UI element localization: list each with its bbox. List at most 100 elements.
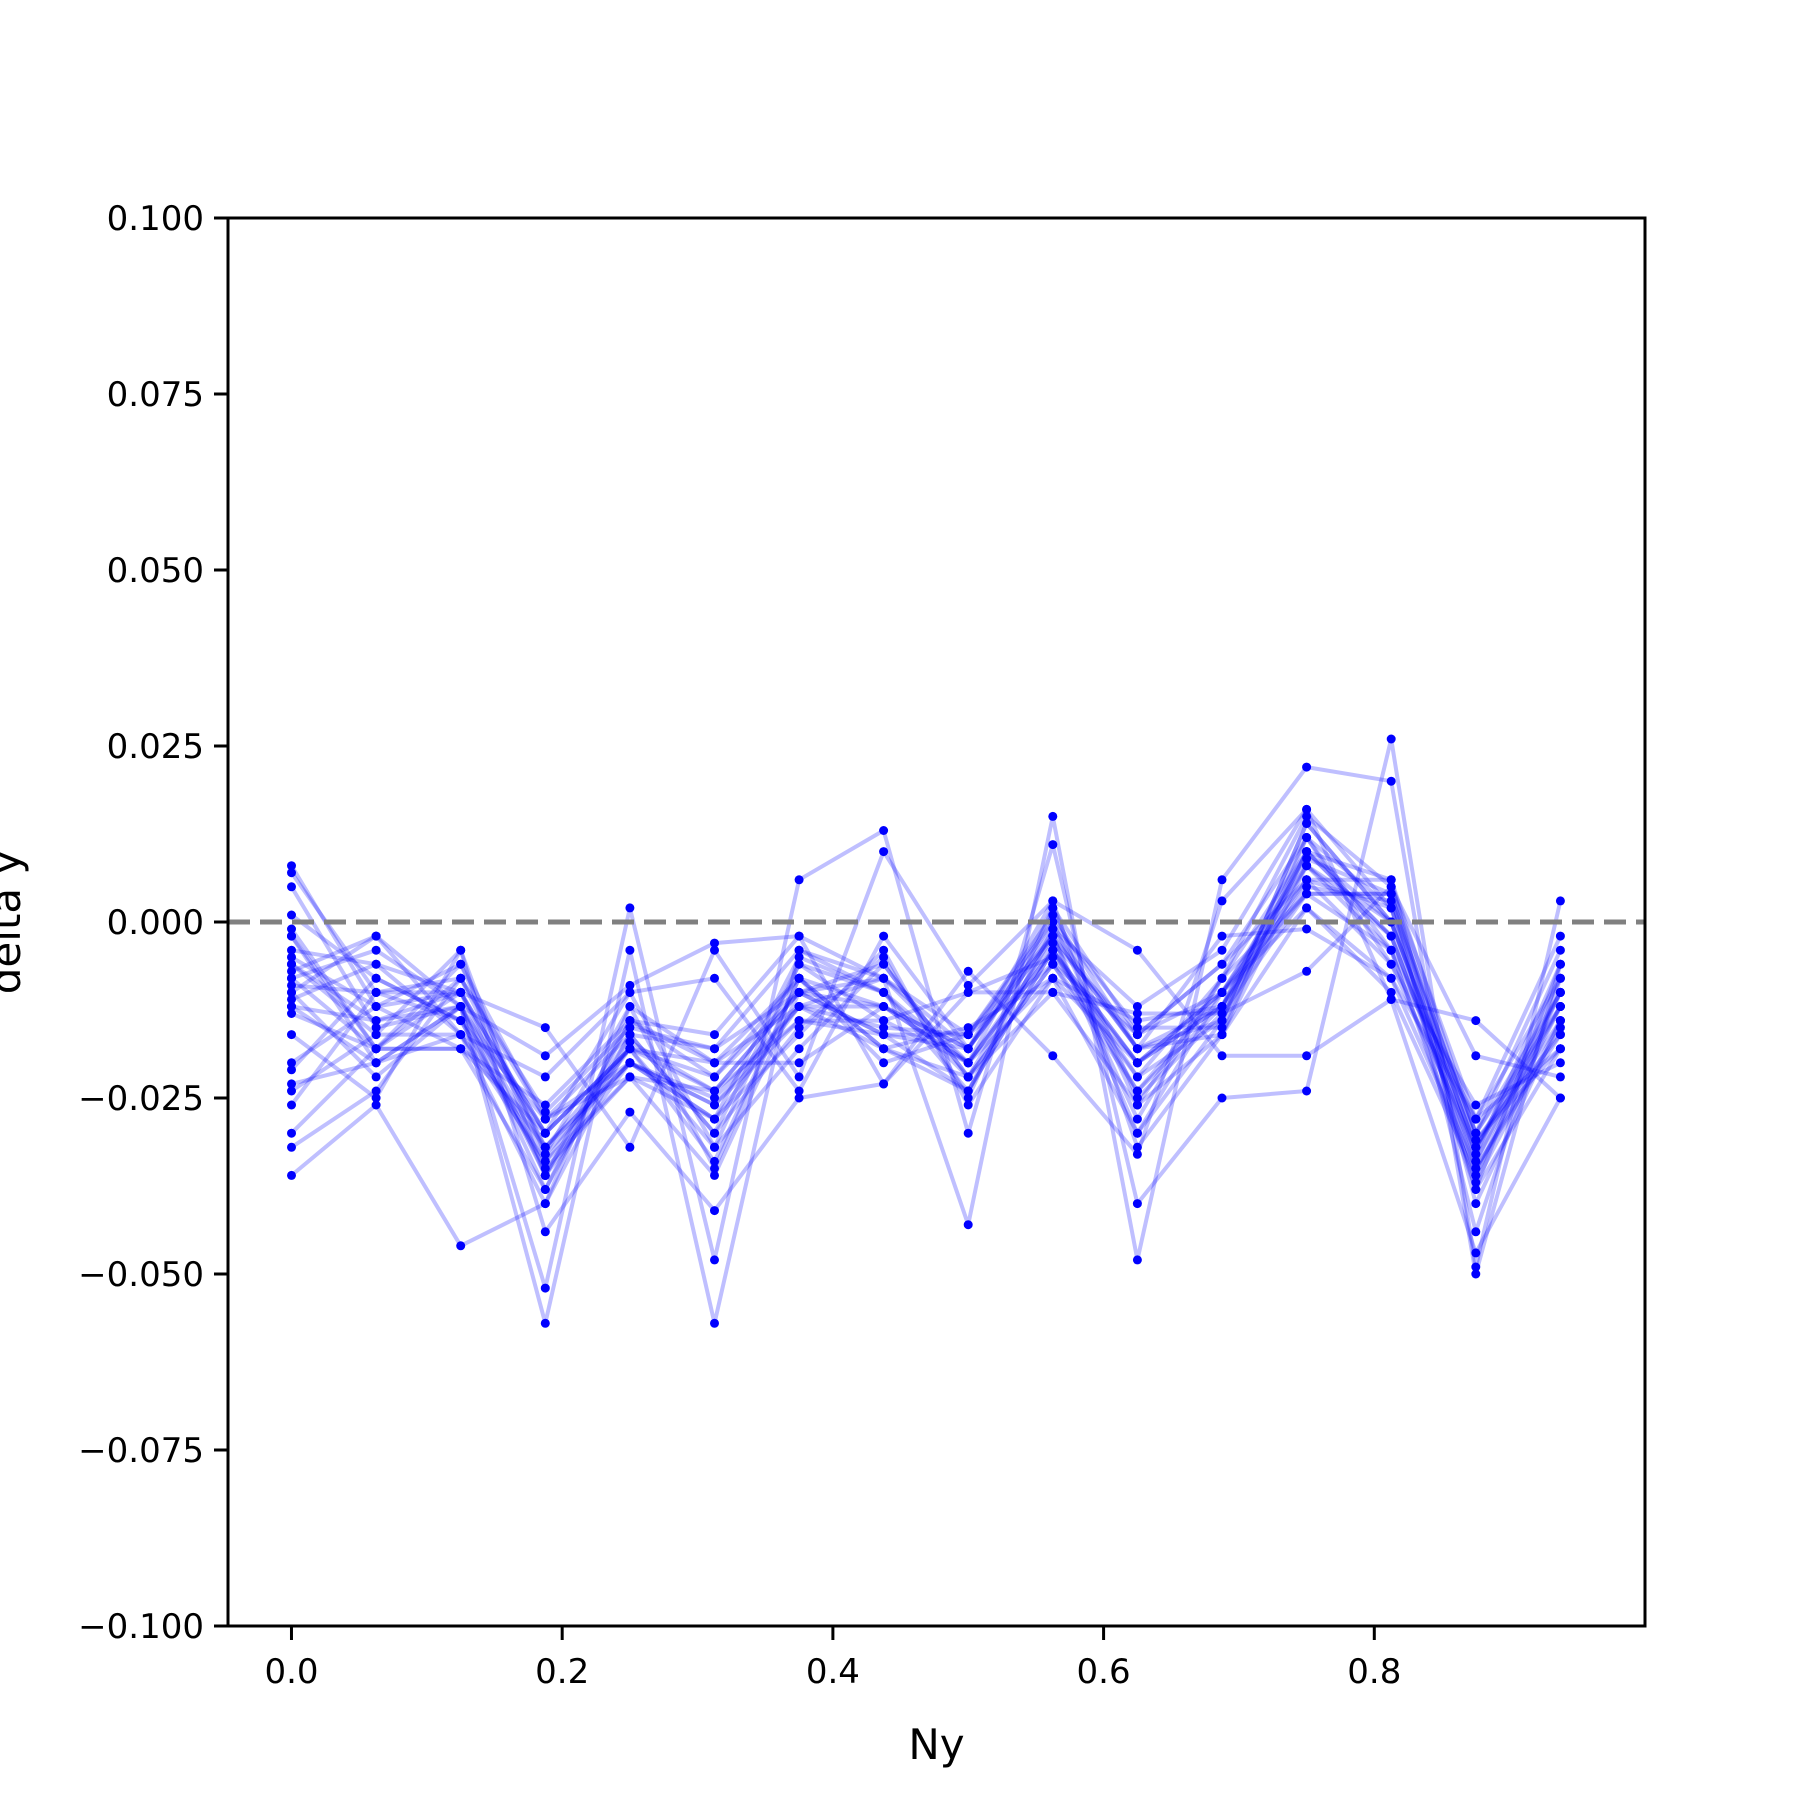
data-point	[1048, 896, 1058, 906]
x-tick-label: 0.4	[806, 1652, 860, 1692]
data-point	[1048, 938, 1058, 948]
data-point	[625, 980, 635, 990]
data-point	[540, 1107, 550, 1117]
data-point	[287, 994, 296, 1004]
data-point	[963, 966, 973, 976]
data-point	[1386, 889, 1396, 899]
data-point	[287, 1030, 296, 1040]
series-line	[290, 884, 1561, 1086]
data-point	[1217, 875, 1227, 885]
series-line	[290, 765, 1563, 1326]
data-point	[287, 924, 296, 934]
series-line	[290, 807, 1563, 1255]
data-point	[879, 1023, 889, 1033]
y-tick-label: −0.100	[78, 1607, 204, 1647]
data-point	[710, 973, 719, 983]
data-point	[456, 973, 466, 983]
y-tick-label: −0.050	[78, 1255, 204, 1295]
series-line	[290, 737, 1563, 1291]
data-point	[1555, 1016, 1565, 1026]
data-point	[879, 1058, 889, 1068]
data-point	[710, 1030, 719, 1040]
data-point	[1132, 1058, 1142, 1068]
data-point	[540, 1199, 550, 1209]
data-point	[287, 1002, 296, 1011]
data-point	[1302, 882, 1312, 892]
data-point	[1048, 945, 1058, 955]
data-point	[625, 1030, 635, 1040]
data-point	[1048, 811, 1058, 821]
data-point	[1302, 811, 1312, 821]
data-point	[371, 1072, 381, 1082]
series-line	[290, 807, 1563, 1178]
data-point	[371, 931, 381, 941]
data-point	[540, 1163, 550, 1173]
data-point	[287, 945, 296, 955]
data-point	[287, 987, 296, 997]
data-point	[1132, 1100, 1142, 1110]
data-point	[710, 1086, 719, 1096]
data-point	[287, 966, 296, 976]
data-point	[879, 826, 889, 835]
data-point	[1471, 1262, 1481, 1272]
data-point	[625, 903, 635, 913]
data-point	[879, 1030, 889, 1040]
data-point	[540, 1318, 550, 1328]
series-line	[291, 835, 1562, 1150]
data-point	[287, 1009, 296, 1018]
data-point	[1217, 945, 1227, 955]
data-point	[287, 1170, 296, 1180]
data-point	[625, 1023, 635, 1033]
data-point	[540, 1156, 550, 1166]
data-point	[1048, 910, 1058, 920]
data-point	[287, 910, 296, 920]
y-tick-label: −0.025	[78, 1079, 204, 1119]
data-point	[794, 1030, 804, 1040]
data-point	[963, 1023, 973, 1033]
data-point	[1386, 987, 1396, 997]
data-point	[371, 987, 381, 997]
data-point	[287, 882, 296, 892]
data-point	[1302, 903, 1312, 913]
y-tick-label: 0.050	[107, 551, 204, 591]
data-point	[1217, 1009, 1227, 1018]
data-point	[1555, 987, 1565, 997]
data-point	[1302, 861, 1312, 871]
series-line	[291, 821, 1562, 1164]
data-point	[710, 1318, 719, 1328]
data-point	[1048, 903, 1058, 913]
data-point	[1302, 1086, 1312, 1096]
data-point	[710, 1058, 719, 1068]
data-point	[710, 1093, 719, 1103]
series-line	[290, 898, 1563, 1178]
series-line	[290, 905, 1563, 1171]
data-point	[1555, 1030, 1565, 1040]
series-line	[289, 864, 1563, 1136]
data-point	[1217, 1093, 1227, 1103]
data-point	[1471, 1178, 1481, 1187]
data-point	[1471, 1051, 1481, 1061]
data-point	[794, 1072, 804, 1082]
data-point	[1302, 847, 1312, 857]
data-point	[710, 1170, 719, 1180]
data-point	[540, 1170, 550, 1180]
data-point	[1555, 1044, 1565, 1054]
data-point	[1471, 1142, 1481, 1152]
y-axis-label: delta y	[0, 850, 30, 995]
data-point	[456, 1030, 466, 1040]
data-point	[879, 973, 889, 983]
data-point	[1471, 1156, 1481, 1166]
data-point	[1386, 882, 1396, 892]
data-point	[963, 1044, 973, 1054]
data-point	[963, 1100, 973, 1110]
data-point	[794, 1002, 804, 1011]
data-point	[963, 1058, 973, 1068]
data-point	[879, 847, 889, 857]
data-point	[371, 1100, 381, 1110]
data-point	[1555, 1093, 1565, 1103]
data-point	[963, 1072, 973, 1082]
data-point	[794, 1044, 804, 1054]
series-line	[290, 891, 1563, 1234]
data-point	[794, 959, 804, 969]
